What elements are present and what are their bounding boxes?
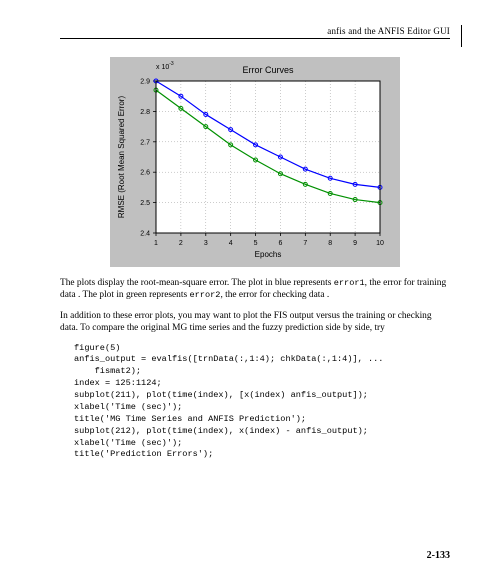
head-rule	[60, 38, 450, 39]
code-line: fismat2);	[74, 366, 141, 376]
svg-text:7: 7	[303, 240, 307, 247]
axes-face	[156, 81, 380, 233]
chart-title: Error Curves	[242, 65, 294, 75]
svg-text:8: 8	[328, 240, 332, 247]
svg-text:2.5: 2.5	[140, 200, 150, 207]
code-line: title('MG Time Series and ANFIS Predicti…	[74, 414, 306, 424]
code-block: figure(5) anfis_output = evalfis([trnDat…	[74, 343, 450, 462]
p1-a: The plots display the root-mean-square e…	[60, 278, 334, 288]
svg-text:2.8: 2.8	[140, 109, 150, 116]
y-axis-label: RMSE (Root Mean Squared Error)	[117, 96, 126, 219]
p1-c: , the error for checking data .	[220, 290, 329, 300]
svg-text:9: 9	[353, 240, 357, 247]
svg-text:2.6: 2.6	[140, 170, 150, 177]
code-line: xlabel('Time (sec)');	[74, 438, 182, 448]
error2-token: error2	[189, 290, 220, 300]
code-line: title('Prediction Errors');	[74, 449, 213, 459]
axes-group: 1 2 3 4 5 6 7 8 9 10 2.4 2.5 2.6 2.7 2.8 2.9 Error Cur…	[117, 61, 384, 259]
svg-text:2: 2	[179, 240, 183, 247]
code-line: figure(5)	[74, 343, 120, 353]
svg-text:4: 4	[229, 240, 233, 247]
code-line: anfis_output = evalfis([trnData(:,1:4); …	[74, 354, 383, 364]
code-line: xlabel('Time (sec)');	[74, 402, 182, 412]
svg-text:5: 5	[254, 240, 258, 247]
svg-text:3: 3	[204, 240, 208, 247]
chart-svg: 1 2 3 4 5 6 7 8 9 10 2.4 2.5 2.6 2.7 2.8 2.9 Error Cur…	[110, 57, 400, 267]
svg-text:1: 1	[154, 240, 158, 247]
running-head: anfis and the ANFIS Editor GUI	[60, 26, 450, 36]
error-curves-chart: 1 2 3 4 5 6 7 8 9 10 2.4 2.5 2.6 2.7 2.8 2.9 Error Cur…	[110, 57, 400, 267]
svg-text:2.9: 2.9	[140, 79, 150, 86]
svg-text:2.4: 2.4	[140, 231, 150, 238]
paragraph-2: In addition to these error plots, you ma…	[60, 310, 450, 335]
page-number: 2-133	[427, 550, 450, 561]
header-side-rule	[461, 25, 462, 47]
svg-text:2.7: 2.7	[140, 139, 150, 146]
svg-text:10: 10	[376, 240, 384, 247]
code-line: subplot(211), plot(time(index), [x(index…	[74, 390, 368, 400]
code-line: index = 125:1124;	[74, 378, 162, 388]
page: anfis and the ANFIS Editor GUI 1 2 3 4 5 6 7 8 9…	[0, 0, 500, 581]
x-axis-label: Epochs	[255, 250, 282, 259]
code-line: subplot(212), plot(time(index), x(index)…	[74, 426, 368, 436]
paragraph-1: The plots display the root-mean-square e…	[60, 277, 450, 302]
svg-text:6: 6	[278, 240, 282, 247]
error1-token: error1	[334, 278, 365, 288]
